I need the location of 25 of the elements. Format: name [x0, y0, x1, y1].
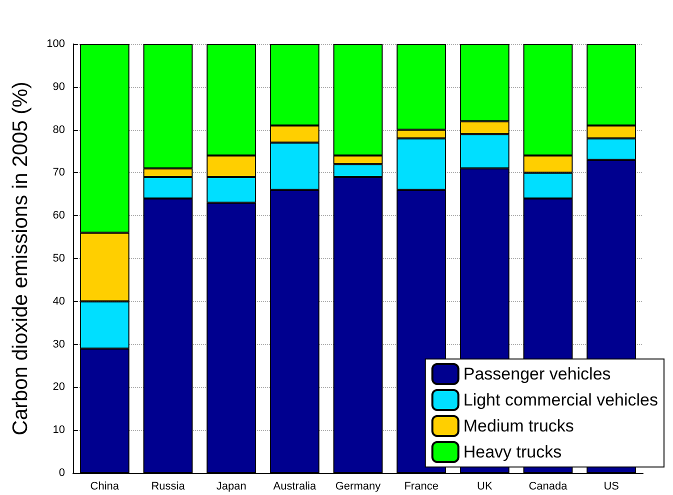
legend-label: Light commercial vehicles: [463, 390, 658, 410]
y-tick-label: 40: [52, 295, 65, 308]
x-tick-label: Australia: [273, 480, 317, 492]
x-tick-label: US: [604, 480, 619, 492]
y-tick-label: 70: [52, 166, 65, 179]
legend-label: Passenger vehicles: [463, 364, 611, 384]
legend-label: Medium trucks: [463, 416, 574, 436]
y-axis-title: Carbon dioxide emissions in 2005 (%): [9, 82, 32, 436]
x-tick-label: Canada: [528, 480, 568, 492]
x-tick-label: China: [90, 480, 120, 492]
x-tick-label: Russia: [151, 480, 186, 492]
y-tick-label: 60: [52, 210, 65, 222]
x-tick-label: Japan: [216, 480, 246, 492]
x-tick-label: France: [404, 480, 438, 492]
y-tick-label: 80: [52, 124, 65, 136]
x-tick-label: UK: [477, 480, 493, 492]
y-tick-label: 20: [52, 381, 65, 394]
y-tick-label: 90: [52, 80, 65, 93]
y-tick-label: 0: [58, 467, 65, 479]
y-tick-label: 100: [46, 38, 65, 50]
y-tick-label: 10: [52, 424, 65, 436]
x-tick-label: Germany: [335, 480, 382, 492]
y-tick-label: 50: [52, 252, 65, 264]
y-tick-label: 30: [52, 338, 65, 350]
legend-label: Heavy trucks: [463, 442, 562, 462]
